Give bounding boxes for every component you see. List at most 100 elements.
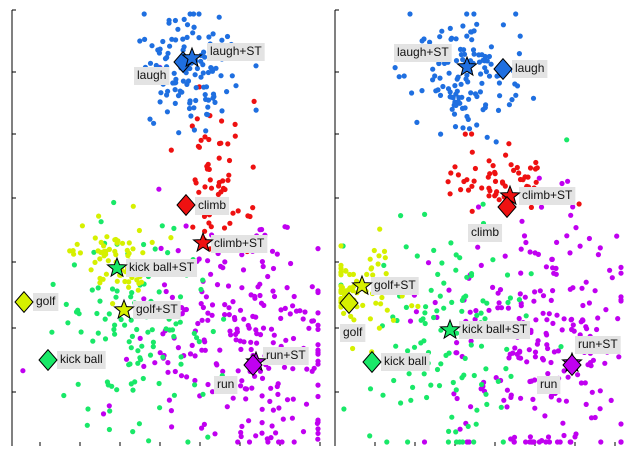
data-point-kick-ball (422, 310, 428, 316)
data-point-laugh (201, 84, 207, 90)
data-point-run (239, 285, 245, 291)
data-point-kick-ball (558, 344, 564, 350)
data-point-climb (452, 164, 458, 170)
marker-label: golf (343, 325, 363, 339)
data-point-run (532, 289, 538, 295)
data-point-run (141, 363, 147, 369)
data-point-kick-ball (523, 313, 529, 319)
data-point-laugh (203, 128, 209, 134)
data-point-laugh (451, 111, 458, 117)
data-point-run (579, 285, 585, 291)
data-point-kick-ball (185, 439, 191, 445)
data-point-run (205, 310, 211, 316)
data-point-climb (190, 224, 196, 230)
marker-label: run+ST (578, 337, 618, 351)
data-point-run (315, 326, 321, 332)
data-point-golf (368, 266, 374, 272)
data-point-kick-ball (490, 257, 496, 263)
data-point-golf (119, 240, 126, 246)
marker-label: laugh+ST (397, 45, 449, 59)
data-point-run (309, 318, 315, 324)
data-point-run (569, 326, 575, 333)
data-point-laugh (164, 109, 170, 115)
data-point-kick-ball (114, 288, 120, 294)
data-point-run (270, 288, 276, 294)
data-point-kick-ball (478, 310, 484, 316)
data-point-kick-ball (414, 253, 420, 259)
right-scatter-panel: laugh+ST laugh climb+ST climb golf+ST golf kic… (334, 9, 624, 446)
data-point-run (137, 335, 143, 341)
data-point-run (239, 252, 245, 258)
diamond-marker (497, 195, 517, 219)
data-point-kick-ball (118, 316, 124, 323)
data-point-laugh (219, 108, 225, 114)
data-point-kick-ball (95, 285, 101, 291)
data-point-golf (104, 234, 110, 240)
data-point-run (533, 317, 539, 323)
data-point-kick-ball (428, 382, 434, 388)
data-point-laugh (176, 130, 182, 136)
data-point-run (212, 431, 218, 437)
data-point-run (545, 434, 552, 440)
data-point-run (504, 404, 510, 410)
data-point-run (303, 401, 310, 407)
data-point-run (278, 307, 284, 313)
data-point-run (569, 316, 575, 322)
data-point-laugh (211, 94, 217, 100)
data-point-laugh (137, 38, 143, 44)
data-point-kick-ball (106, 311, 112, 317)
marker-label: run+ST (266, 348, 306, 362)
data-point-run (271, 293, 278, 300)
data-point-run (195, 320, 201, 327)
data-point-laugh (464, 33, 470, 39)
data-point-kick-ball (198, 286, 204, 293)
data-point-laugh (171, 70, 177, 76)
data-point-run (192, 353, 198, 359)
data-point-kick-ball (380, 392, 386, 398)
data-point-laugh (212, 99, 218, 105)
data-point-run (472, 316, 478, 322)
data-point-golf (95, 248, 101, 254)
data-point-run (183, 306, 189, 313)
data-point-laugh (175, 26, 181, 32)
data-point-run (567, 250, 573, 256)
data-point-run (226, 312, 232, 318)
data-point-run (163, 288, 169, 295)
data-point-laugh (160, 38, 166, 45)
data-point-laugh (496, 80, 502, 86)
data-point-run (505, 305, 511, 311)
data-point-golf (114, 278, 120, 284)
data-point-golf (97, 280, 103, 286)
data-point-laugh (506, 102, 512, 108)
data-point-run (183, 223, 189, 229)
data-point-run (536, 175, 542, 181)
diamond-marker (243, 353, 263, 377)
data-point-run (200, 304, 206, 311)
data-point-kick-ball (431, 314, 437, 321)
marker-label-background (537, 376, 561, 394)
data-point-climb (465, 187, 472, 193)
data-point-laugh (192, 72, 198, 78)
data-point-climb (492, 169, 498, 175)
data-point-golf (79, 223, 85, 229)
data-point-climb (196, 189, 202, 195)
data-point-run (532, 354, 539, 360)
data-point-climb (168, 147, 174, 153)
data-point-run (203, 294, 209, 300)
data-point-run (421, 439, 428, 445)
marker-label-background (126, 259, 198, 277)
data-point-laugh (149, 43, 155, 49)
data-point-laugh (253, 107, 259, 113)
data-point-run (548, 297, 554, 303)
data-point-run (594, 326, 600, 333)
data-point-laugh (201, 49, 207, 55)
data-point-run (209, 302, 216, 308)
data-point-kick-ball (453, 267, 459, 273)
data-point-run (615, 316, 621, 322)
left-markers (14, 46, 267, 377)
data-point-laugh (198, 74, 204, 80)
data-point-laugh (151, 120, 157, 126)
marker-label: laugh (515, 61, 544, 75)
data-point-laugh (437, 75, 443, 81)
data-point-laugh (421, 36, 427, 42)
